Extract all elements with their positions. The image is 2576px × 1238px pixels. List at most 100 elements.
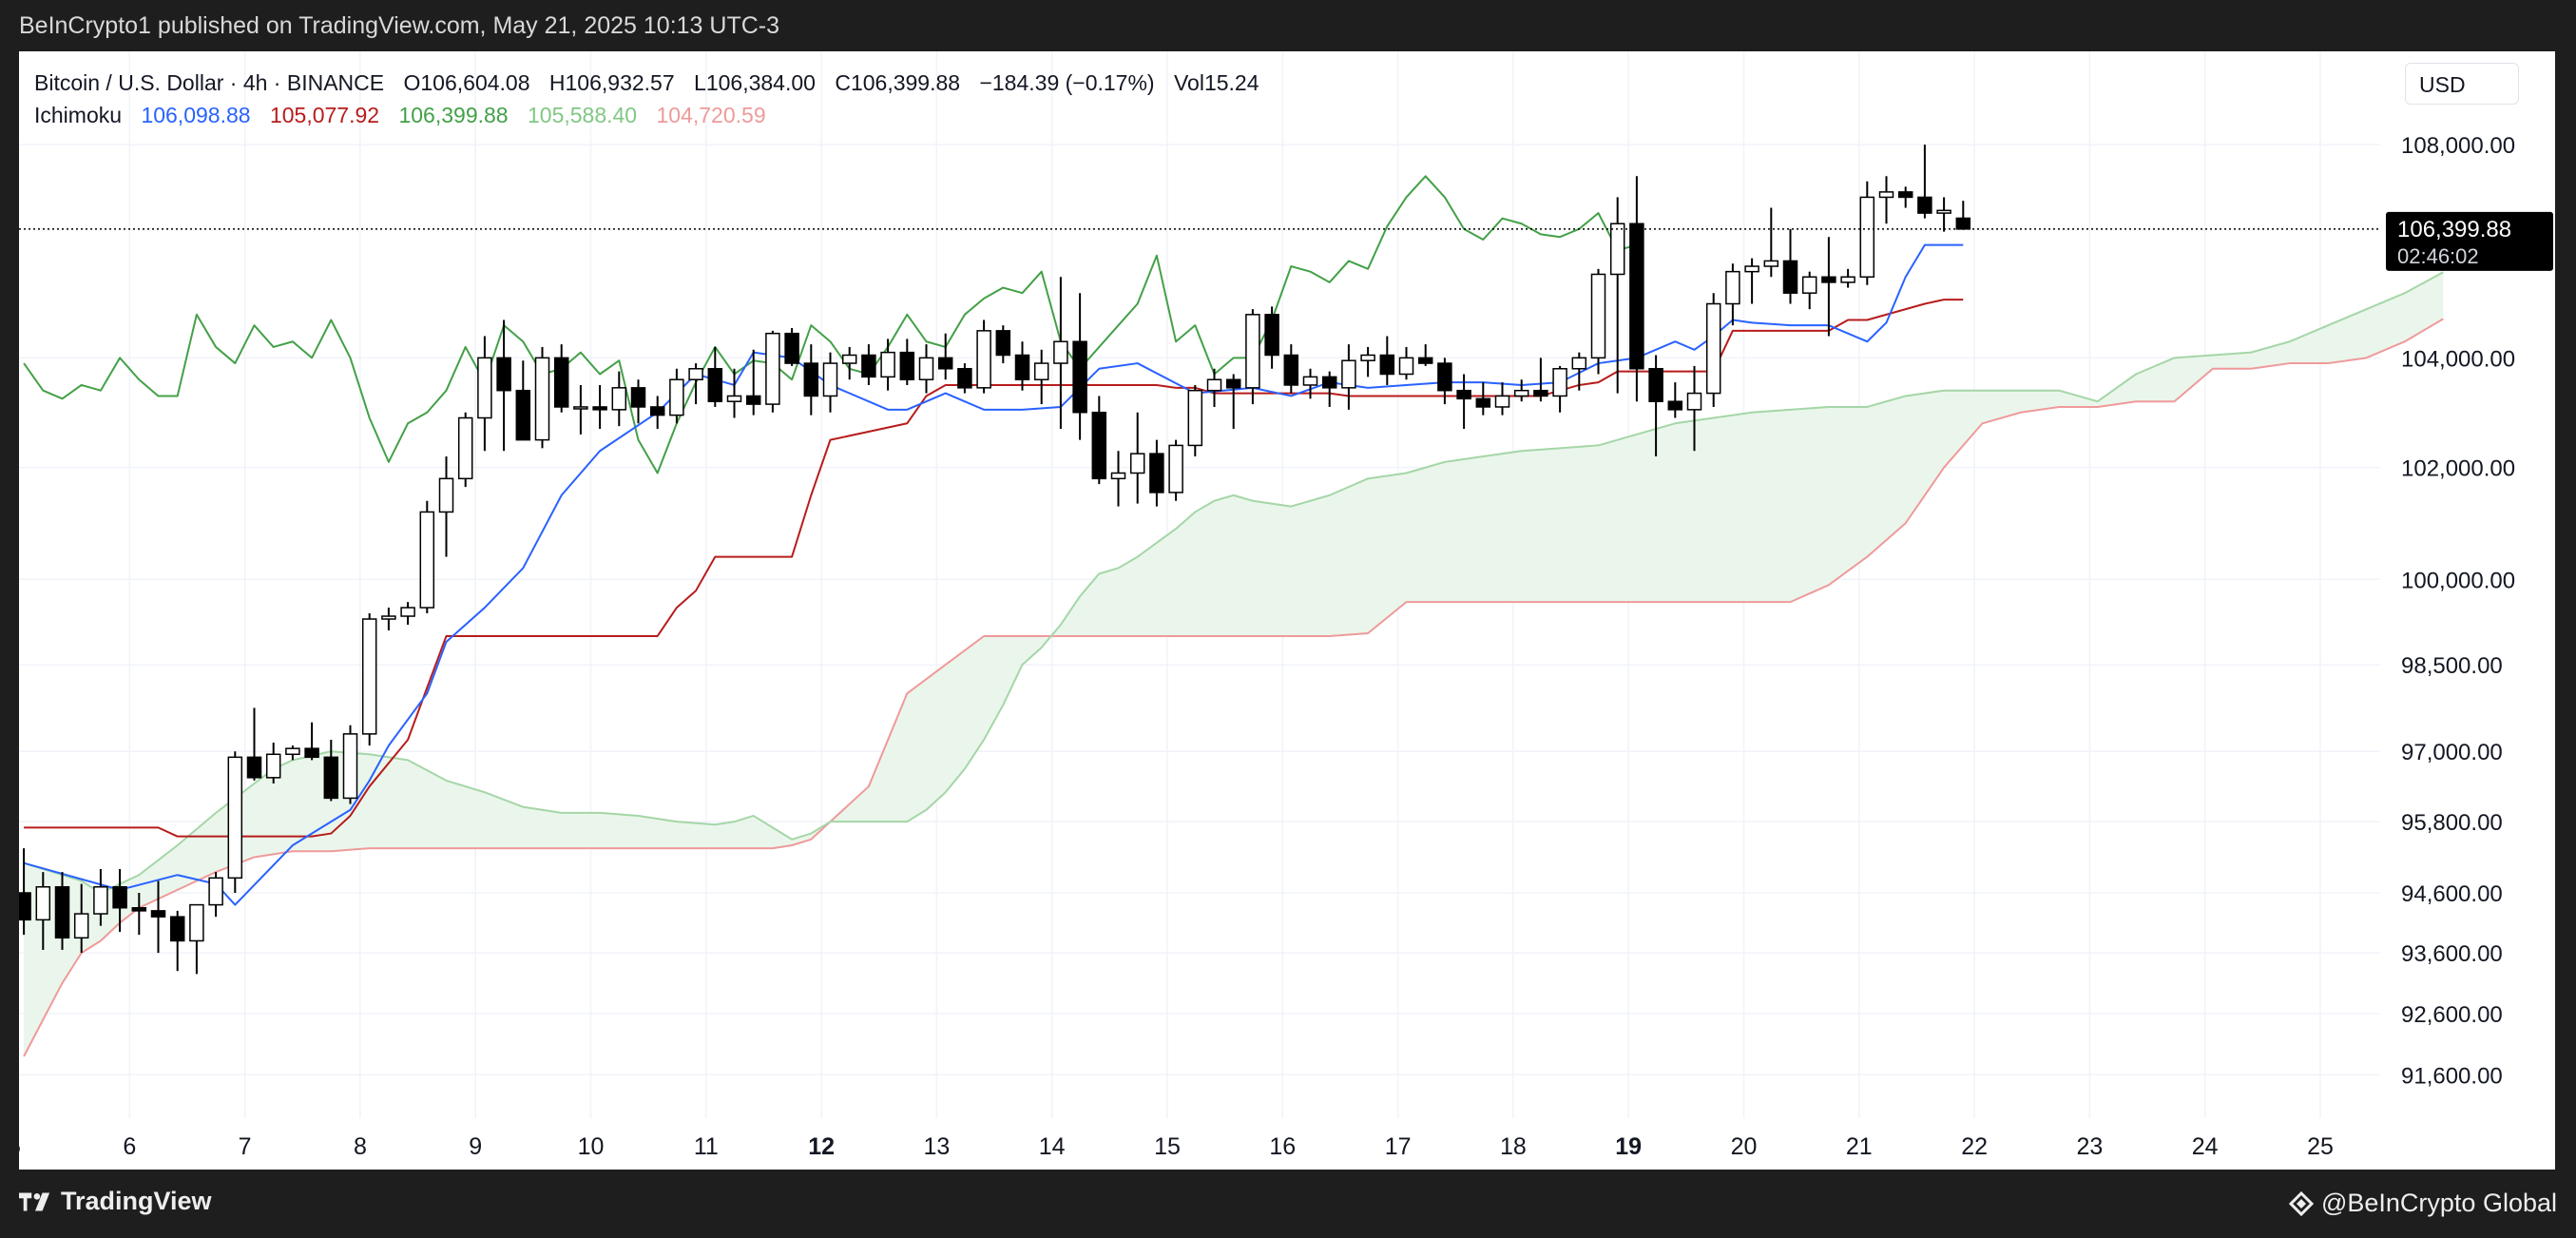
candle[interactable] [841, 346, 857, 380]
candle[interactable] [1782, 228, 1798, 304]
candle[interactable] [1513, 379, 1529, 402]
candle[interactable] [1552, 365, 1567, 413]
candle[interactable] [1744, 258, 1759, 304]
candle[interactable] [169, 910, 185, 972]
candle[interactable] [592, 384, 607, 430]
candle[interactable] [553, 344, 569, 413]
candle[interactable] [1897, 186, 1913, 208]
candle[interactable] [1494, 382, 1510, 416]
candle[interactable] [1763, 207, 1779, 278]
candle[interactable] [323, 739, 339, 802]
candle[interactable] [1245, 309, 1260, 405]
candle[interactable] [1417, 344, 1433, 366]
candle[interactable] [1878, 176, 1894, 224]
candle[interactable] [208, 872, 223, 918]
candle[interactable] [1053, 277, 1068, 430]
candle[interactable] [995, 325, 1011, 364]
candle[interactable] [246, 707, 262, 781]
candle[interactable] [1437, 358, 1452, 405]
candle[interactable] [1283, 344, 1299, 394]
candle[interactable] [880, 339, 895, 391]
candle[interactable] [1456, 374, 1471, 430]
candle[interactable] [1168, 439, 1183, 501]
candle[interactable] [265, 743, 281, 783]
candle[interactable] [1321, 371, 1337, 407]
candle[interactable] [918, 344, 934, 394]
candle[interactable] [1609, 197, 1625, 394]
candle[interactable] [1206, 368, 1222, 407]
candle[interactable] [342, 725, 358, 804]
candle[interactable] [54, 872, 70, 950]
candle[interactable] [304, 722, 319, 761]
candle[interactable] [73, 883, 89, 954]
candle[interactable] [1360, 346, 1375, 377]
candle[interactable] [1936, 197, 1951, 232]
candle[interactable] [1859, 181, 1875, 285]
candle[interactable] [1091, 396, 1107, 485]
candle[interactable] [726, 368, 742, 418]
candle[interactable] [131, 893, 147, 936]
candle[interactable] [861, 344, 876, 385]
candle[interactable] [957, 363, 972, 394]
candle[interactable] [1725, 263, 1740, 326]
candle[interactable] [19, 848, 31, 936]
candle[interactable] [649, 396, 665, 430]
candle[interactable] [1264, 306, 1279, 369]
chart-canvas[interactable]: 108,000.00 104,000.00 102,000.00 100,000.00… [19, 51, 2555, 1170]
candle[interactable] [688, 363, 703, 405]
candle[interactable] [1571, 352, 1587, 391]
candle[interactable] [515, 360, 531, 441]
candle[interactable] [1686, 365, 1702, 452]
candle[interactable] [227, 751, 243, 894]
candle[interactable] [611, 371, 627, 427]
candle[interactable] [707, 346, 723, 407]
indicator-name[interactable]: Ichimoku [34, 103, 123, 127]
candle[interactable] [1705, 293, 1721, 407]
candle[interactable] [150, 880, 166, 954]
candle[interactable] [189, 903, 204, 975]
candle[interactable] [1840, 268, 1855, 288]
candle[interactable] [419, 500, 435, 614]
candle[interactable] [1110, 451, 1126, 507]
candle[interactable] [534, 346, 550, 449]
candle[interactable] [803, 344, 819, 416]
candle[interactable] [1398, 346, 1414, 380]
candle[interactable] [1072, 293, 1087, 440]
candle[interactable] [1801, 271, 1817, 310]
candle[interactable] [477, 336, 492, 452]
currency-selector[interactable]: USD [2405, 63, 2519, 105]
candle[interactable] [496, 319, 511, 452]
candle[interactable] [573, 384, 588, 435]
candle[interactable] [976, 319, 991, 394]
candle[interactable] [745, 349, 761, 416]
candle[interactable] [899, 339, 915, 385]
candle[interactable] [1302, 368, 1318, 399]
candle[interactable] [1033, 349, 1049, 405]
candle[interactable] [1667, 382, 1683, 418]
candle[interactable] [1014, 341, 1030, 391]
candle[interactable] [112, 868, 127, 932]
candle[interactable] [361, 613, 377, 746]
candle[interactable] [1590, 268, 1606, 375]
symbol-label[interactable]: Bitcoin / U.S. Dollar · 4h · BINANCE [34, 70, 385, 95]
candle[interactable] [937, 333, 953, 380]
candle[interactable] [1187, 384, 1203, 457]
tradingview-logo[interactable]: TradingView [19, 1187, 212, 1216]
candle[interactable] [1129, 412, 1145, 504]
candle[interactable] [35, 872, 51, 950]
candle[interactable] [1533, 358, 1548, 402]
candle[interactable] [765, 330, 780, 413]
chart-panel[interactable]: Bitcoin / U.S. Dollar · 4h · BINANCE O10… [19, 51, 2555, 1170]
candle[interactable] [1821, 237, 1836, 337]
candle[interactable] [1955, 201, 1971, 230]
candle[interactable] [669, 368, 684, 424]
candle[interactable] [1225, 374, 1241, 430]
candle[interactable] [1341, 344, 1356, 410]
candle[interactable] [1475, 382, 1491, 416]
candle[interactable] [1379, 336, 1395, 385]
candle[interactable] [457, 412, 473, 488]
candle[interactable] [822, 352, 838, 413]
candle[interactable] [93, 868, 108, 926]
candle[interactable] [1149, 439, 1164, 507]
candle[interactable] [630, 379, 646, 424]
